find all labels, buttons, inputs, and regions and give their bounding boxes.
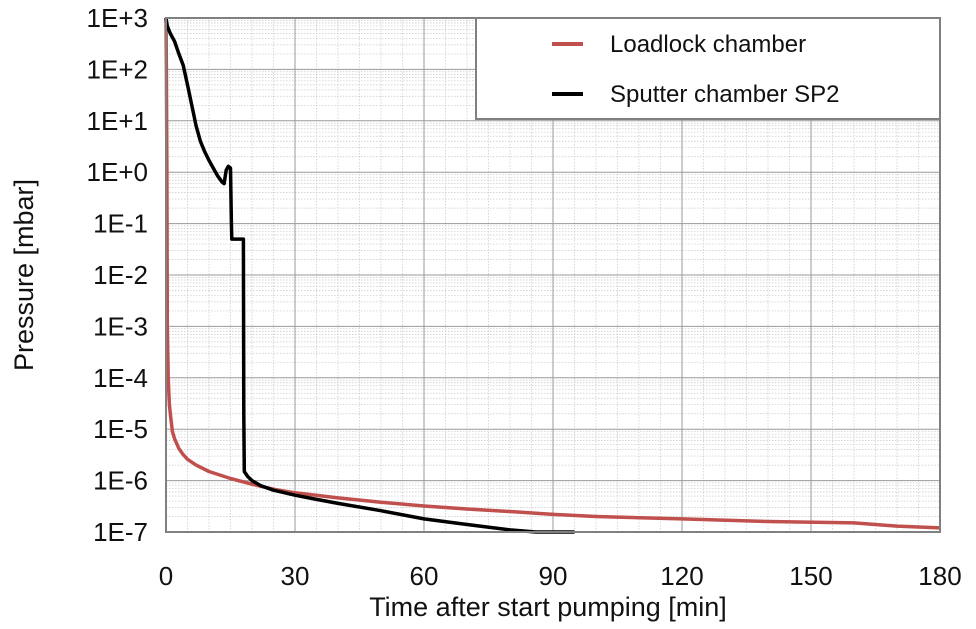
- y-axis-tick-labels: 1E+3 1E+2 1E+1 1E+0 1E-1 1E-2 1E-3 1E-4 1E-5 1E-6…: [87, 3, 148, 547]
- y-axis-title: Pressure [mbar]: [9, 179, 39, 371]
- y-tick-label: 1E+1: [87, 106, 148, 136]
- y-tick-label: 1E-7: [93, 517, 148, 547]
- legend-label-loadlock: Loadlock chamber: [610, 31, 806, 58]
- x-tick-label: 0: [159, 561, 173, 591]
- x-axis-title: Time after start pumping [min]: [369, 592, 727, 622]
- series-layer: [164, 17, 941, 534]
- y-tick-label: 1E+3: [87, 3, 148, 33]
- x-tick-label: 180: [918, 561, 961, 591]
- y-tick-label: 1E-6: [93, 466, 148, 496]
- y-tick-label: 1E-4: [93, 363, 148, 393]
- x-tick-label: 150: [789, 561, 832, 591]
- x-tick-label: 120: [660, 561, 703, 591]
- x-axis-tick-labels: 0 30 60 90 120 150 180: [159, 561, 962, 591]
- legend-box: [475, 17, 941, 120]
- legend: Loadlock chamber Sputter chamber SP2: [475, 17, 941, 120]
- y-tick-label: 1E-2: [93, 260, 148, 290]
- x-tick-label: 90: [539, 561, 568, 591]
- y-tick-label: 1E-1: [93, 209, 148, 239]
- series-line-sputter: [164, 17, 575, 534]
- x-tick-label: 60: [410, 561, 439, 591]
- legend-label-sputter: Sputter chamber SP2: [610, 81, 839, 108]
- y-tick-label: 1E+0: [87, 157, 148, 187]
- y-tick-label: 1E+2: [87, 54, 148, 84]
- y-tick-label: 1E-5: [93, 414, 148, 444]
- x-tick-label: 30: [281, 561, 310, 591]
- series-line-loadlock: [164, 17, 941, 530]
- y-tick-label: 1E-3: [93, 311, 148, 341]
